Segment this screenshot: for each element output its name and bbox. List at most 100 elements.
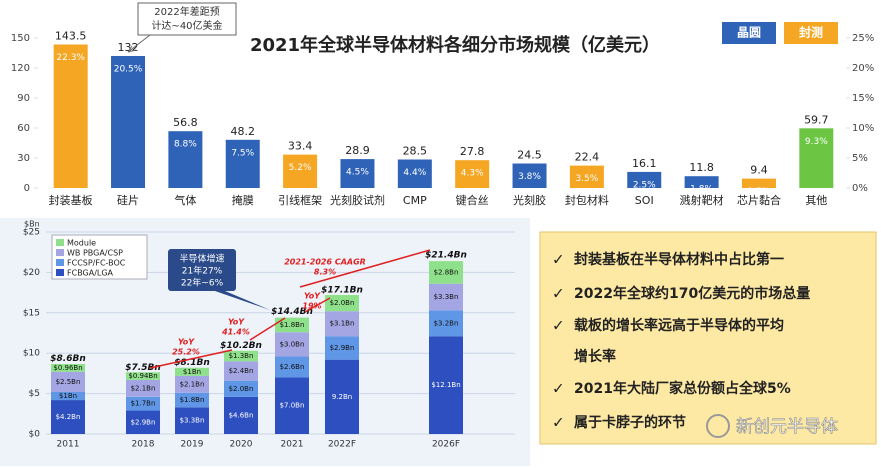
value-label: 28.9 <box>345 144 370 157</box>
highlight: 载板的增长率远高于半导体的平均 <box>574 317 784 334</box>
bar <box>168 131 203 188</box>
bar <box>627 171 662 188</box>
bar-segment <box>51 364 85 372</box>
share-label: 4.3% <box>461 169 484 179</box>
y-tick-label: 60 <box>17 123 30 134</box>
y-tick-label: $20 <box>23 268 40 278</box>
y2-tick-label: 10% <box>852 123 874 134</box>
segment-label: $3.3Bn <box>180 417 205 425</box>
segment-label: $2.1Bn <box>180 380 205 388</box>
check-mark: ✓ <box>552 380 565 398</box>
bar-segment <box>325 336 359 360</box>
bar <box>684 176 719 188</box>
y-tick-label: $15 <box>23 308 40 318</box>
legend-box <box>51 234 148 280</box>
y-tick-label: 120 <box>11 63 30 74</box>
x-tick-label: 2022F <box>328 440 356 450</box>
legend-swatch <box>56 249 64 256</box>
bar-segment <box>429 261 463 284</box>
check-mark: ✓ <box>552 414 565 432</box>
bar <box>569 165 604 188</box>
bar <box>397 159 432 188</box>
bar <box>283 154 318 188</box>
bar-segment <box>126 379 160 397</box>
highlight: 属于卡脖子的环节 <box>574 414 686 431</box>
legend-label: FCBGA/LGA <box>67 269 114 278</box>
watermark-icon <box>706 414 730 438</box>
x-tick-label: CMP <box>403 194 427 207</box>
value-label: 16.1 <box>632 157 657 170</box>
y-tick-label: $0 <box>29 430 41 440</box>
callout-text: 半导体增速 <box>179 253 224 265</box>
bar <box>53 44 88 188</box>
x-tick-label: 掩膜 <box>232 193 254 207</box>
annotation: YoY <box>304 292 321 301</box>
value-label: 9.4 <box>750 164 768 177</box>
share-label: 9.3% <box>805 137 828 147</box>
bar-segment <box>126 396 160 411</box>
callout-text: 21年27% <box>182 265 223 277</box>
segment-label: $1.8Bn <box>180 396 205 404</box>
segment-label: $3.1Bn <box>330 320 355 328</box>
annotation: YoY <box>178 338 195 347</box>
total-label: $14.4Bn <box>271 307 313 317</box>
x-tick-label: 封装基板 <box>49 193 93 207</box>
bar-segment <box>51 371 85 392</box>
annotation: 计达~40亿美金 <box>151 19 222 32</box>
x-tick-label: 2011 <box>57 440 80 450</box>
chart-title: 2021年全球半导体材料各细分市场规模（亿美元） <box>250 34 660 56</box>
bar <box>340 159 375 188</box>
y-tick-label: 0 <box>24 183 30 194</box>
segment-label: $2.6Bn <box>280 363 305 371</box>
bar <box>799 128 834 188</box>
x-tick-label: 芯片黏合 <box>737 193 781 207</box>
segment-label: $0.94Bn <box>128 372 157 380</box>
total-label: $10.2Bn <box>220 341 262 351</box>
x-tick-label: 硅片 <box>117 194 139 207</box>
x-tick-label: SOI <box>635 194 654 207</box>
segment-label: $2.9Bn <box>131 418 156 426</box>
y-tick-label: 90 <box>17 93 30 104</box>
annotation-arrow <box>127 34 151 53</box>
segment-label: $2.1Bn <box>131 384 156 392</box>
value-label: 48.2 <box>231 125 256 138</box>
segment-label: $7.0Bn <box>280 402 305 410</box>
y2-tick-label: 0% <box>852 183 868 194</box>
annotation: 41.4% <box>221 328 250 337</box>
check-mark: ✓ <box>552 285 565 303</box>
x-tick-label: 溅射靶材 <box>680 193 724 207</box>
total-label: $17.1Bn <box>321 285 363 295</box>
y-tick-label: 150 <box>11 33 30 44</box>
bar-segment <box>126 410 160 434</box>
bar-segment <box>325 311 359 337</box>
bar-segment <box>275 317 309 333</box>
x-tick-label: 2020 <box>230 440 253 450</box>
annotation: YoY <box>228 318 245 327</box>
share-label: 8.8% <box>174 140 197 150</box>
highlight: 2021年大陆厂家总份额占全球5% <box>574 380 791 397</box>
x-tick-label: 2026F <box>432 440 460 450</box>
bar <box>512 163 547 188</box>
watermark: 新创元半导体 <box>736 417 838 437</box>
segment-label: $4.6Bn <box>229 411 254 419</box>
segment-label: $4.2Bn <box>56 413 81 421</box>
x-tick-label: 其他 <box>805 194 827 207</box>
x-tick-label: 封包材料 <box>565 193 609 207</box>
x-tick-label: 2019 <box>181 440 204 450</box>
bar-segment <box>51 391 85 401</box>
legend-label: FCCSP/FC-BOC <box>67 259 126 268</box>
legend-label: 晶圆 <box>737 25 761 40</box>
highlight: 2022年全球约170亿美元的市场总量 <box>574 285 810 302</box>
y2-tick-label: 5% <box>852 153 868 164</box>
y-axis-label: $Bn <box>24 220 40 229</box>
annotation: 2022年差距预 <box>154 5 219 18</box>
value-label: 28.5 <box>403 145 428 158</box>
value-label: 24.5 <box>517 149 542 162</box>
callout-box <box>168 249 236 291</box>
legend-swatch <box>56 269 64 276</box>
segment-label: 9.2Bn <box>332 393 352 401</box>
highlight: 封装基板在半导体材料中占比第一 <box>574 251 784 268</box>
total-label: $8.6Bn <box>50 354 85 364</box>
value-label: 33.4 <box>288 140 313 153</box>
